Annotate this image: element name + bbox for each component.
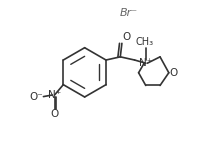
Text: N⁺: N⁺ bbox=[48, 90, 61, 100]
Text: Br⁻: Br⁻ bbox=[120, 8, 138, 18]
Text: N⁺: N⁺ bbox=[139, 58, 152, 68]
Text: O: O bbox=[50, 109, 59, 119]
Text: O: O bbox=[170, 68, 178, 78]
Text: O⁻: O⁻ bbox=[29, 92, 43, 102]
Text: O: O bbox=[123, 32, 131, 42]
Text: CH₃: CH₃ bbox=[135, 37, 153, 46]
